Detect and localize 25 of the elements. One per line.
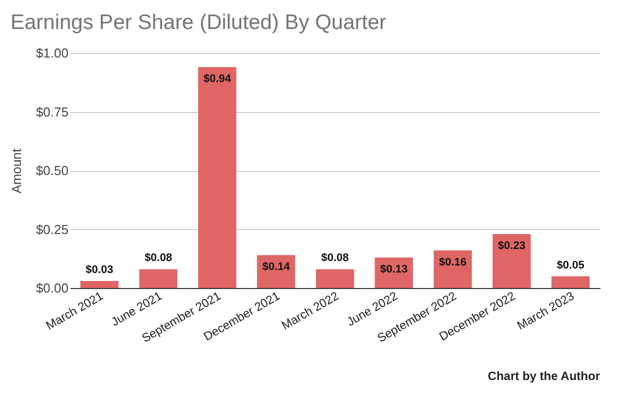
- y-tick-label: $0.75: [36, 104, 68, 120]
- data-label: $0.08: [321, 252, 349, 264]
- data-label: $0.03: [86, 264, 114, 276]
- bar: [316, 269, 354, 288]
- text: Chart by the Author: [488, 369, 600, 383]
- y-tick-label: $0.50: [36, 163, 68, 178]
- data-label: $0.16: [439, 256, 467, 268]
- y-tick-label: $0.25: [36, 222, 68, 237]
- bar: [551, 276, 590, 288]
- bar: [198, 67, 236, 288]
- data-label: $0.14: [262, 261, 291, 274]
- bar: [80, 280, 119, 288]
- data-label: $0.08: [144, 252, 172, 264]
- bar: [434, 250, 472, 288]
- bar: [139, 269, 178, 288]
- data-label: $0.05: [556, 259, 584, 272]
- y-axis-title: Amount: [8, 148, 24, 194]
- y-tick-label: $1.00: [36, 46, 68, 60]
- y-tick-label: $0.00: [36, 280, 68, 296]
- chart-title: Earnings Per Share (Diluted) By Quarter: [10, 11, 386, 34]
- data-label: $0.13: [380, 263, 408, 276]
- bar: [257, 255, 296, 288]
- data-label: $0.23: [498, 240, 526, 252]
- data-label: $0.94: [203, 73, 232, 86]
- bar: [492, 234, 531, 288]
